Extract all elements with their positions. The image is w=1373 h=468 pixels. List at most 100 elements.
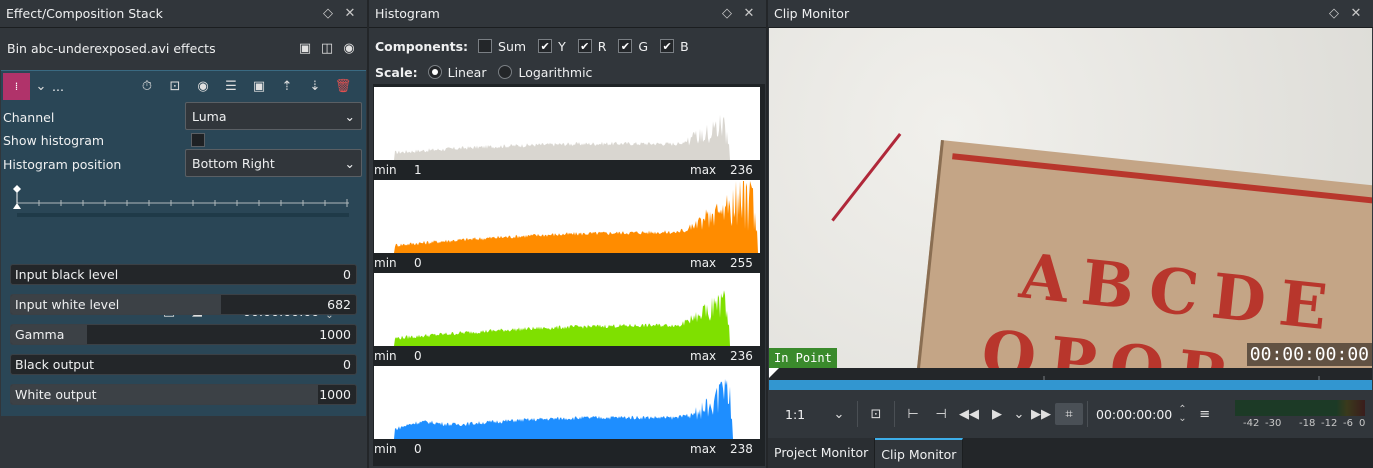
input-white-level-slider[interactable]: Input white level 682 (10, 294, 357, 315)
monitor-ruler[interactable] (769, 368, 1372, 390)
chevron-down-icon[interactable]: ⌄ (35, 78, 47, 94)
zoom-select[interactable]: 1:1 (785, 406, 806, 422)
keyframe-ruler[interactable] (9, 183, 359, 223)
component-label: G (638, 38, 649, 54)
zone-bar (769, 380, 1372, 390)
combo-value: Luma (192, 108, 227, 124)
sliders-icon[interactable]: ☰ (225, 78, 237, 94)
effect-drag-handle[interactable]: ⁞ (3, 72, 30, 100)
meter-label: -42 (1243, 418, 1260, 429)
components-row: Components: Sum ✔ Y ✔ R ✔ G ✔ B (375, 35, 701, 57)
bin-effects-label: Bin abc-underexposed.avi effects (7, 40, 216, 56)
forward-icon[interactable]: ▶▶ (1031, 406, 1051, 422)
channel-combo[interactable]: Luma ⌄ (185, 102, 362, 130)
slider-label: White output (15, 387, 97, 402)
tab-project-monitor[interactable]: Project Monitor (768, 438, 876, 468)
fit-frame-icon[interactable]: ⊡ (169, 78, 181, 94)
slider-value: 682 (327, 297, 351, 312)
save-stack-icon[interactable]: ▣ (298, 40, 312, 56)
red-range: min 0 max 255 (374, 253, 760, 273)
checkbox[interactable] (478, 39, 493, 53)
effect-header: ⁞ ⌄ ... ⏱ ⊡ ◉ ☰ ▣ ⇡ ⇣ 🗑 (1, 71, 366, 101)
max-value: 255 (730, 256, 753, 270)
blue-range: min 0 max 238 (374, 439, 760, 459)
min-label: min (374, 163, 397, 177)
levels-effect: ⁞ ⌄ ... ⏱ ⊡ ◉ ☰ ▣ ⇡ ⇣ 🗑 Channel Luma ⌄ S… (1, 70, 366, 416)
component-sum[interactable]: Sum (478, 39, 526, 54)
float-icon[interactable]: ◇ (1329, 6, 1339, 21)
scale-option-label: Linear (447, 64, 487, 80)
menu-icon[interactable]: ≡ (1199, 406, 1211, 422)
checkbox-checked[interactable]: ✔ (577, 39, 592, 53)
gamma-slider[interactable]: Gamma 1000 (10, 324, 357, 345)
effect-panel-title: Effect/Composition Stack (6, 6, 163, 21)
rewind-icon[interactable]: ◀◀ (959, 406, 979, 422)
blue-histogram (374, 366, 760, 439)
histogram-area: min 1 max 236 min 0 max 255 min 0 max 23… (373, 84, 765, 466)
white-output-slider[interactable]: White output 1000 (10, 384, 357, 405)
max-value: 238 (730, 442, 753, 456)
slider-fill (11, 295, 222, 314)
monitor-timecode[interactable]: 00:00:00:00 (1096, 406, 1173, 422)
eye-icon[interactable]: ◉ (197, 78, 209, 94)
play-icon[interactable]: ▶ (992, 406, 1002, 422)
set-in-point-icon[interactable]: ⊢ (907, 406, 919, 422)
overlay-timecode: 00:00:00:00 (1246, 343, 1372, 366)
scale-logarithmic[interactable]: Logarithmic (498, 65, 592, 80)
close-icon[interactable]: ✕ (344, 6, 356, 21)
scale-linear[interactable]: Linear (427, 64, 487, 80)
show-histogram-checkbox[interactable] (191, 133, 205, 147)
close-icon[interactable]: ✕ (743, 6, 755, 21)
component-b[interactable]: ✔ B (660, 39, 689, 54)
histogram-titlebar: Histogram ◇ ✕ (369, 0, 766, 28)
tab-clip-monitor[interactable]: Clip Monitor (875, 438, 964, 468)
component-y[interactable]: ✔ Y (538, 39, 566, 54)
radio-selected[interactable] (427, 65, 442, 79)
component-label: Y (558, 38, 566, 54)
histogram-shape (374, 379, 760, 439)
input-black-level-slider[interactable]: Input black level 0 (10, 264, 357, 285)
max-label: max (690, 442, 717, 456)
spin-icon[interactable]: ⌃⌄ (1178, 404, 1187, 424)
scale-option-label: Logarithmic (518, 64, 593, 80)
fullscreen-icon[interactable]: ⊡ (870, 406, 882, 422)
crop-icon[interactable]: ⌗ (1055, 403, 1083, 425)
min-value: 0 (414, 349, 422, 363)
meter-label: -6 (1343, 418, 1353, 429)
checkbox-checked[interactable]: ✔ (660, 39, 675, 53)
min-value: 0 (414, 442, 422, 456)
luma-histogram (374, 87, 760, 160)
histogram-position-combo[interactable]: Bottom Right ⌄ (185, 149, 362, 177)
component-label: R (597, 38, 607, 54)
eye-icon[interactable]: ◉ (343, 40, 355, 56)
move-down-icon[interactable]: ⇣ (309, 78, 321, 94)
green-range: min 0 max 236 (374, 346, 760, 366)
compare-split-icon[interactable]: ◫ (320, 40, 334, 56)
max-label: max (690, 256, 717, 270)
float-icon[interactable]: ◇ (323, 6, 333, 21)
effect-name: ... (52, 78, 64, 94)
move-up-icon[interactable]: ⇡ (281, 78, 293, 94)
set-out-point-icon[interactable]: ⊣ (935, 406, 947, 422)
chevron-down-icon[interactable]: ⌄ (1013, 406, 1025, 422)
delete-icon[interactable]: 🗑 (334, 78, 352, 94)
save-icon[interactable]: ▣ (252, 78, 266, 94)
red-histogram (374, 180, 760, 253)
radio[interactable] (498, 65, 513, 79)
black-output-slider[interactable]: Black output 0 (10, 354, 357, 375)
component-g[interactable]: ✔ G (618, 39, 648, 54)
monitor-toolbar: 1:1 ⌄ ⊡ ⊢ ⊣ ◀◀ ▶ ⌄ ▶▶ ⌗ 00:00:00:00 ⌃ ⌄ ≡… (769, 392, 1372, 436)
component-r[interactable]: ✔ R (577, 38, 607, 54)
meter-bar (1235, 400, 1365, 416)
param-channel: Channel (3, 105, 365, 129)
checkbox-checked[interactable]: ✔ (618, 39, 633, 53)
audio-meter: -42 -30 -18 -12 -6 0 (1235, 398, 1367, 432)
combo-value: Bottom Right (192, 155, 275, 171)
checkbox-checked[interactable]: ✔ (538, 39, 553, 53)
video-preview[interactable]: ABCDE OPQR In Point 00:00:00:00 (769, 28, 1372, 368)
timer-icon[interactable]: ⏱ (141, 78, 153, 94)
close-icon[interactable]: ✕ (1350, 6, 1362, 21)
slider-label: Input black level (15, 267, 119, 282)
chevron-down-icon[interactable]: ⌄ (833, 406, 845, 422)
float-icon[interactable]: ◇ (722, 6, 732, 21)
